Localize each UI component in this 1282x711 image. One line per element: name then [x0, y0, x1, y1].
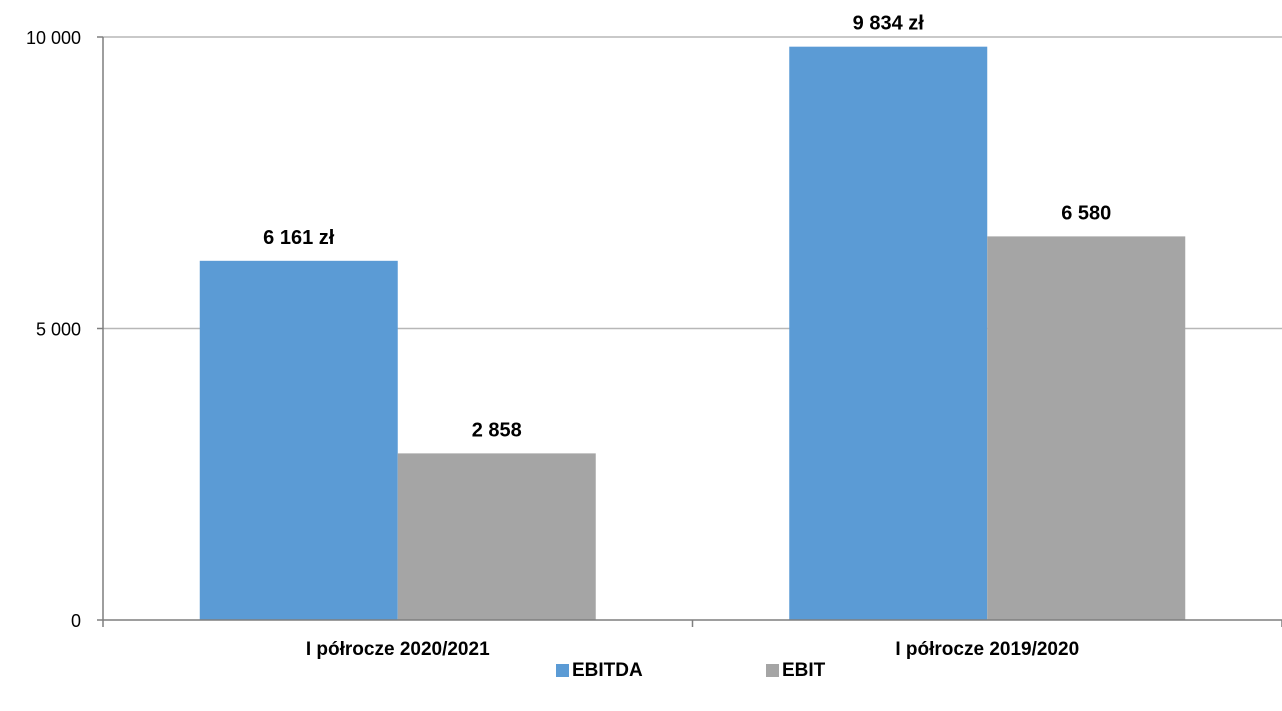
data-label: 6 161 zł [263, 227, 335, 249]
legend-label: EBITDA [572, 660, 643, 681]
y-tick-label: 0 [71, 611, 81, 631]
data-label: 9 834 zł [853, 13, 925, 35]
labels: 0 5 000 10 000 6 161 zł 2 858 I półrocze 2020… [26, 13, 1111, 660]
data-label: 6 580 [1061, 202, 1111, 224]
legend: EBITDA EBIT [556, 660, 826, 681]
bar [789, 46, 988, 621]
data-label: 2 858 [472, 419, 522, 441]
legend-swatch [556, 664, 569, 677]
bars [199, 46, 1186, 621]
legend-label: EBIT [782, 660, 826, 681]
x-tick-label: I półrocze 2019/2020 [895, 639, 1079, 660]
legend-swatch [766, 664, 779, 677]
y-tick-label: 5 000 [36, 320, 81, 340]
bar [199, 260, 398, 620]
axes [97, 36, 1282, 627]
y-tick-label: 10 000 [26, 28, 81, 48]
bar [397, 453, 596, 620]
bar [987, 236, 1186, 621]
x-tick-label: I półrocze 2020/2021 [306, 639, 490, 660]
